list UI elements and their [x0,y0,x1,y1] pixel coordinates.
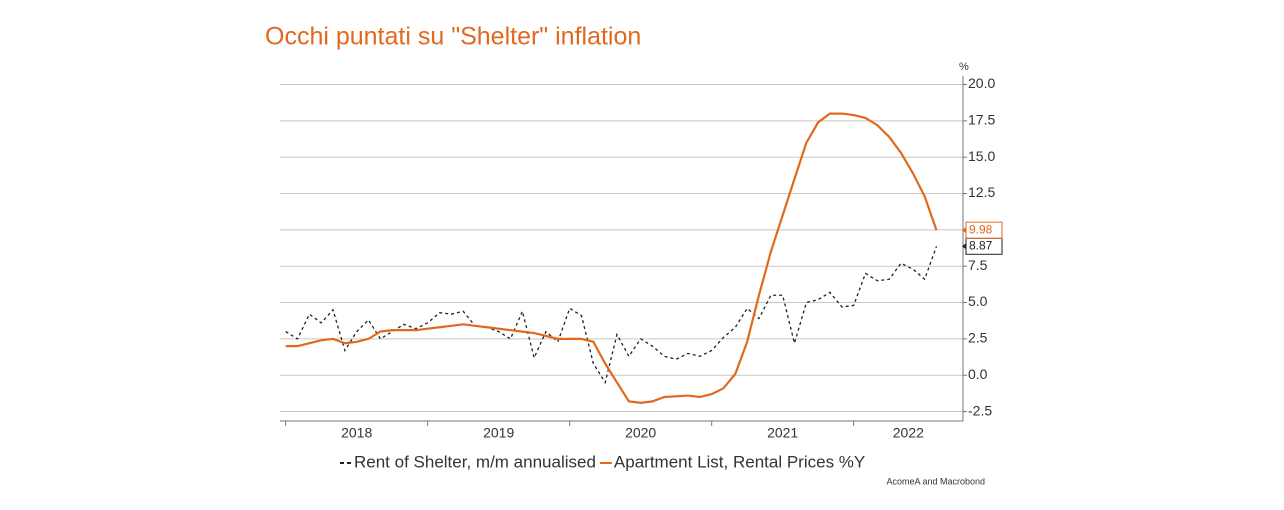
y-tick-label: 15.0 [968,148,995,164]
end-value-label: 9.98 [962,221,1003,239]
y-tick-label: 20.0 [968,75,995,91]
y-tick-label: 17.5 [968,112,995,128]
legend-label: Rent of Shelter, m/m annualised [354,452,596,471]
x-tick-label: 2022 [893,425,924,441]
legend-label: Apartment List, Rental Prices %Y [614,452,865,471]
y-tick-label: 5.0 [968,293,988,309]
y-tick-label: 2.5 [968,330,988,346]
end-label-text: 8.87 [969,238,993,252]
series-line [285,112,938,404]
source: AcomeA and Macrobond [886,476,985,486]
series-line [285,246,938,385]
x-tick-label: 2018 [341,425,372,441]
y-tick-label: 0.0 [968,366,988,382]
y-unit: % [959,61,969,73]
chart-title: Occhi puntati su "Shelter" inflation [265,23,641,51]
end-value-label: 8.87 [962,237,1003,255]
x-tick-label: 2021 [767,425,798,441]
y-tick-label: -2.5 [968,402,992,418]
legend: Rent of Shelter, m/m annualised Apartment… [340,452,865,471]
end-label-pointer [962,243,966,250]
x-tick-label: 2019 [483,425,514,441]
y-tick-label: 12.5 [968,184,995,200]
x-tick-label: 2020 [625,425,656,441]
y-tick-label: 7.5 [968,257,988,273]
end-label-pointer [962,227,966,234]
end-label-text: 9.98 [969,222,993,236]
